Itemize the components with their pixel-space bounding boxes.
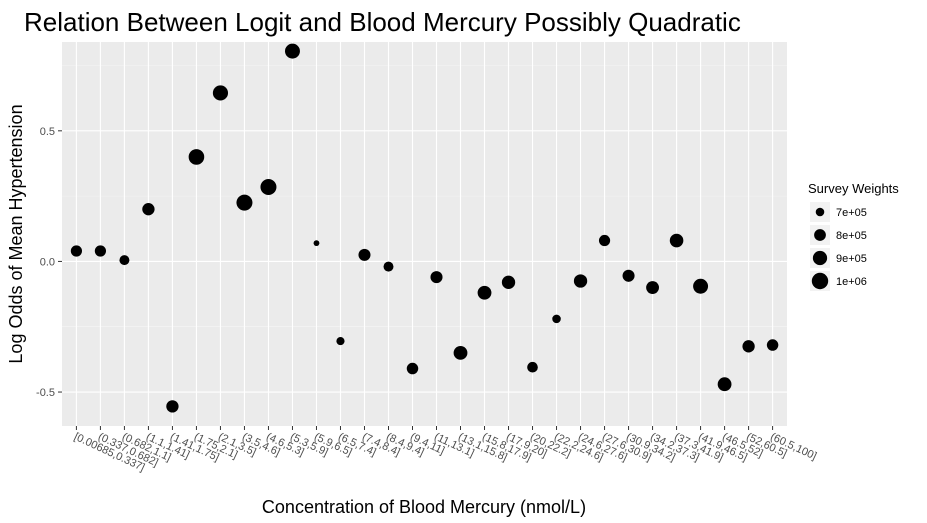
legend-label: 9e+05: [836, 253, 867, 265]
data-point: [94, 245, 107, 257]
data-point: [70, 245, 83, 257]
y-axis-ticks: -0.5 0.0 0.5: [36, 126, 62, 399]
grid-minor: [62, 65, 787, 328]
legend-symbol: [811, 272, 829, 290]
grid-major: [62, 42, 787, 426]
legend-symbol: [812, 250, 828, 266]
data-point: [598, 234, 611, 247]
data-point: [383, 261, 394, 272]
data-point: [188, 149, 205, 165]
legend-symbol: [815, 207, 825, 217]
data-point: [717, 377, 732, 392]
data-point: [336, 337, 345, 346]
y-tick-label: 0.0: [40, 256, 55, 268]
legend-label: 8e+05: [836, 230, 867, 242]
data-point: [453, 345, 468, 360]
data-point: [552, 314, 561, 324]
data-point: [501, 275, 516, 289]
data-point: [622, 269, 635, 282]
legend-label: 1e+06: [836, 276, 867, 288]
data-point: [693, 278, 709, 294]
data-point: [313, 240, 320, 247]
data-points: [70, 43, 779, 413]
x-axis-title: Concentration of Blood Mercury (nmol/L): [262, 497, 586, 517]
data-point: [358, 248, 371, 261]
data-point: [477, 285, 492, 300]
data-point: [236, 194, 253, 211]
data-point: [406, 362, 419, 375]
data-point: [646, 281, 659, 294]
x-axis-ticks: [0.00685,0.337](0.337,0.682](0.682,1.1](…: [72, 426, 818, 474]
data-point: [212, 85, 229, 101]
legend-symbol: [814, 229, 826, 241]
legend-label: 7e+05: [836, 207, 867, 219]
chart-title: Relation Between Logit and Blood Mercury…: [24, 7, 741, 37]
legend-entries: 7e+05 8e+05 9e+05 1e+06: [810, 202, 867, 291]
data-point: [669, 233, 684, 248]
data-point: [142, 203, 155, 216]
data-point: [527, 361, 538, 373]
legend: Survey Weights 7e+05 8e+05 9e+05 1e+06: [808, 181, 899, 291]
y-axis-title: Log Odds of Mean Hypertension: [6, 104, 26, 363]
data-point: [742, 340, 755, 353]
data-point: [766, 339, 779, 351]
data-point: [166, 400, 179, 413]
data-point: [260, 178, 277, 195]
plot-panel: [62, 42, 787, 426]
legend-title: Survey Weights: [808, 181, 899, 196]
data-point: [430, 271, 443, 284]
data-point: [573, 274, 588, 288]
y-tick-label: -0.5: [36, 387, 55, 399]
data-point: [284, 43, 300, 59]
y-tick-label: 0.5: [40, 126, 55, 138]
data-point: [119, 255, 130, 266]
